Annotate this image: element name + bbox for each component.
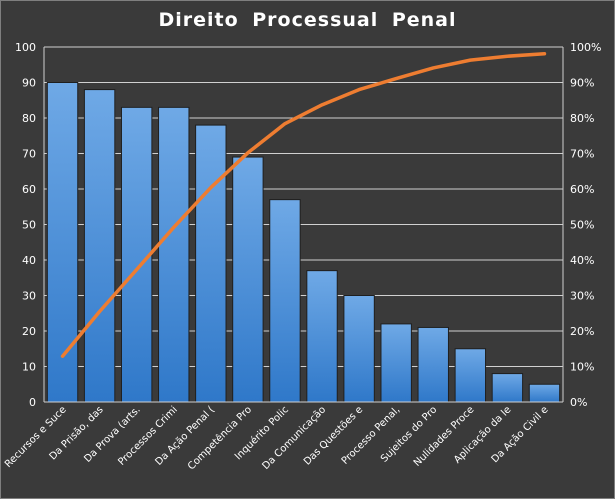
y2-tick-label: 90% <box>570 77 594 90</box>
bar <box>417 326 449 403</box>
y-tick-label: 100 <box>15 41 36 54</box>
bar <box>454 348 487 403</box>
gridlines <box>44 46 563 367</box>
y-tick-label: 60 <box>22 183 36 196</box>
bar <box>306 270 338 403</box>
bar <box>380 323 412 403</box>
axes <box>43 47 564 403</box>
bar <box>528 383 561 403</box>
bar <box>83 89 116 403</box>
cumulative-line-series <box>60 51 547 358</box>
y-tick-label: 10 <box>22 361 36 374</box>
y2-tick-label: 0% <box>570 396 587 409</box>
bar <box>46 82 79 403</box>
bar <box>269 199 301 403</box>
y-tick-label: 50 <box>22 219 36 232</box>
category-label: Da Comunicação <box>260 404 328 472</box>
bar <box>343 295 375 403</box>
y2-tick-label: 80% <box>570 112 594 125</box>
y-tick-label: 30 <box>22 290 36 303</box>
category-label: Recursos e Suce <box>3 404 69 470</box>
bar <box>158 106 190 403</box>
bar <box>232 156 264 403</box>
bar <box>195 124 227 403</box>
left-axis-tick-labels: 0 10 20 30 40 50 60 70 80 90 100 <box>15 41 36 409</box>
y-tick-label: 80 <box>22 112 36 125</box>
y2-tick-label: 60% <box>570 183 594 196</box>
bar <box>120 106 153 403</box>
y2-tick-label: 20% <box>570 325 594 338</box>
y2-tick-label: 70% <box>570 148 594 161</box>
bar-series <box>46 82 561 403</box>
y2-tick-label: 30% <box>570 290 594 303</box>
right-axis-tick-labels: 0% 10% 20% 30% 40% 50% 60% 70% 80% 90% 100% <box>570 41 601 409</box>
y-tick-label: 0 <box>29 396 36 409</box>
y2-tick-label: 100% <box>570 41 601 54</box>
y-tick-label: 90 <box>22 77 36 90</box>
bar <box>491 373 524 403</box>
y-tick-label: 20 <box>22 325 36 338</box>
chart-title: Direito Processual Penal <box>158 9 457 31</box>
category-label: Competência Pro <box>185 404 254 473</box>
y-tick-label: 40 <box>22 254 36 267</box>
y2-tick-label: 40% <box>570 254 594 267</box>
y-tick-label: 70 <box>22 148 36 161</box>
y2-tick-label: 50% <box>570 219 594 232</box>
cumulative-line <box>60 51 547 358</box>
y2-tick-label: 10% <box>570 361 594 374</box>
